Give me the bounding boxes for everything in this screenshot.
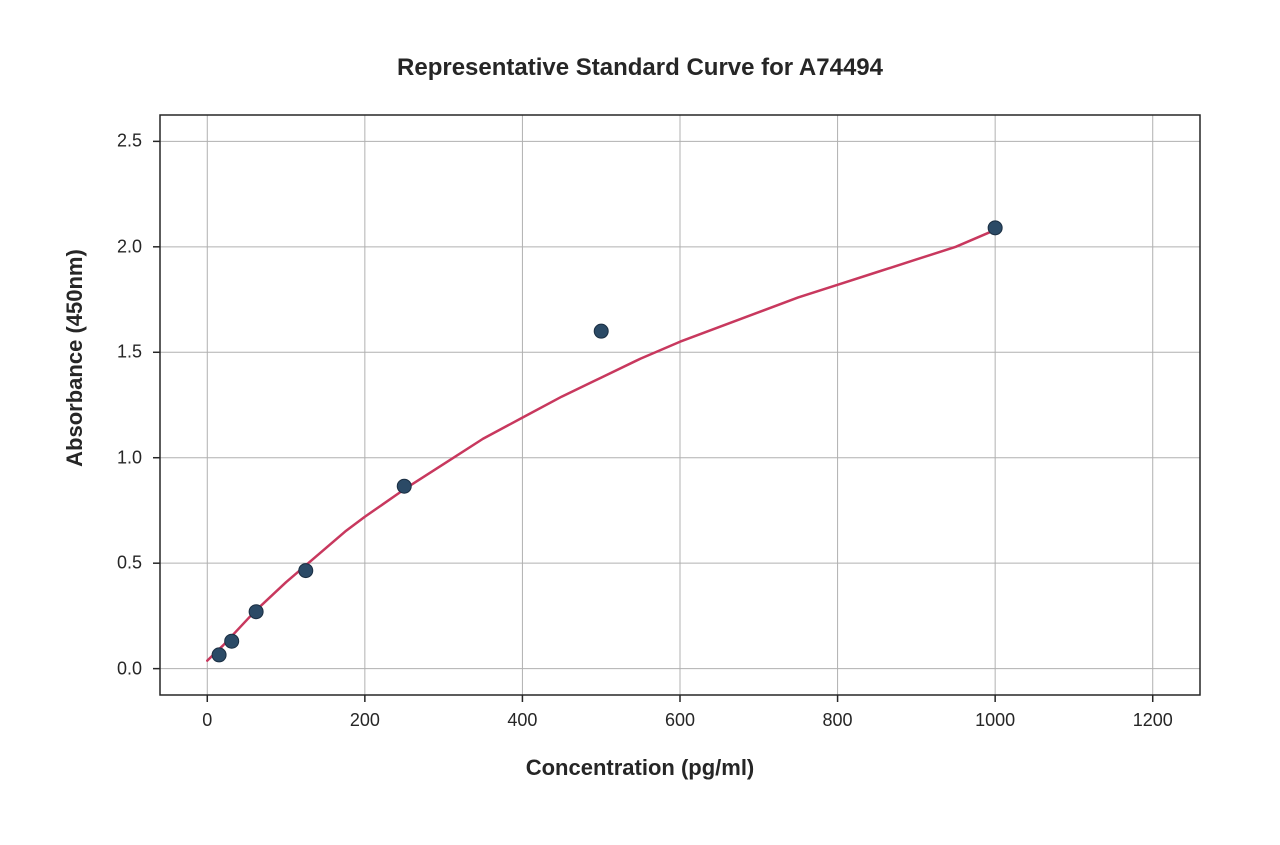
ytick-label: 1.5 xyxy=(102,342,142,363)
xtick-label: 400 xyxy=(507,710,537,731)
chart-container: Representative Standard Curve for A74494… xyxy=(0,0,1280,845)
xtick-label: 0 xyxy=(202,710,212,731)
plot-area xyxy=(160,115,1200,695)
data-point xyxy=(299,564,313,578)
data-point xyxy=(988,221,1002,235)
xtick-label: 600 xyxy=(665,710,695,731)
xtick-label: 800 xyxy=(823,710,853,731)
ytick-label: 2.5 xyxy=(102,131,142,152)
x-axis-label: Concentration (pg/ml) xyxy=(0,755,1280,781)
data-point xyxy=(225,634,239,648)
y-axis-label: Absorbance (450nm) xyxy=(62,126,88,590)
data-point xyxy=(249,605,263,619)
xtick-label: 1000 xyxy=(975,710,1015,731)
ytick-label: 2.0 xyxy=(102,236,142,257)
ytick-label: 0.5 xyxy=(102,553,142,574)
chart-title: Representative Standard Curve for A74494 xyxy=(0,54,1280,82)
xtick-label: 1200 xyxy=(1133,710,1173,731)
data-point xyxy=(397,479,411,493)
xtick-label: 200 xyxy=(350,710,380,731)
data-point xyxy=(212,648,226,662)
ytick-label: 1.0 xyxy=(102,447,142,468)
data-point xyxy=(594,324,608,338)
ytick-label: 0.0 xyxy=(102,658,142,679)
